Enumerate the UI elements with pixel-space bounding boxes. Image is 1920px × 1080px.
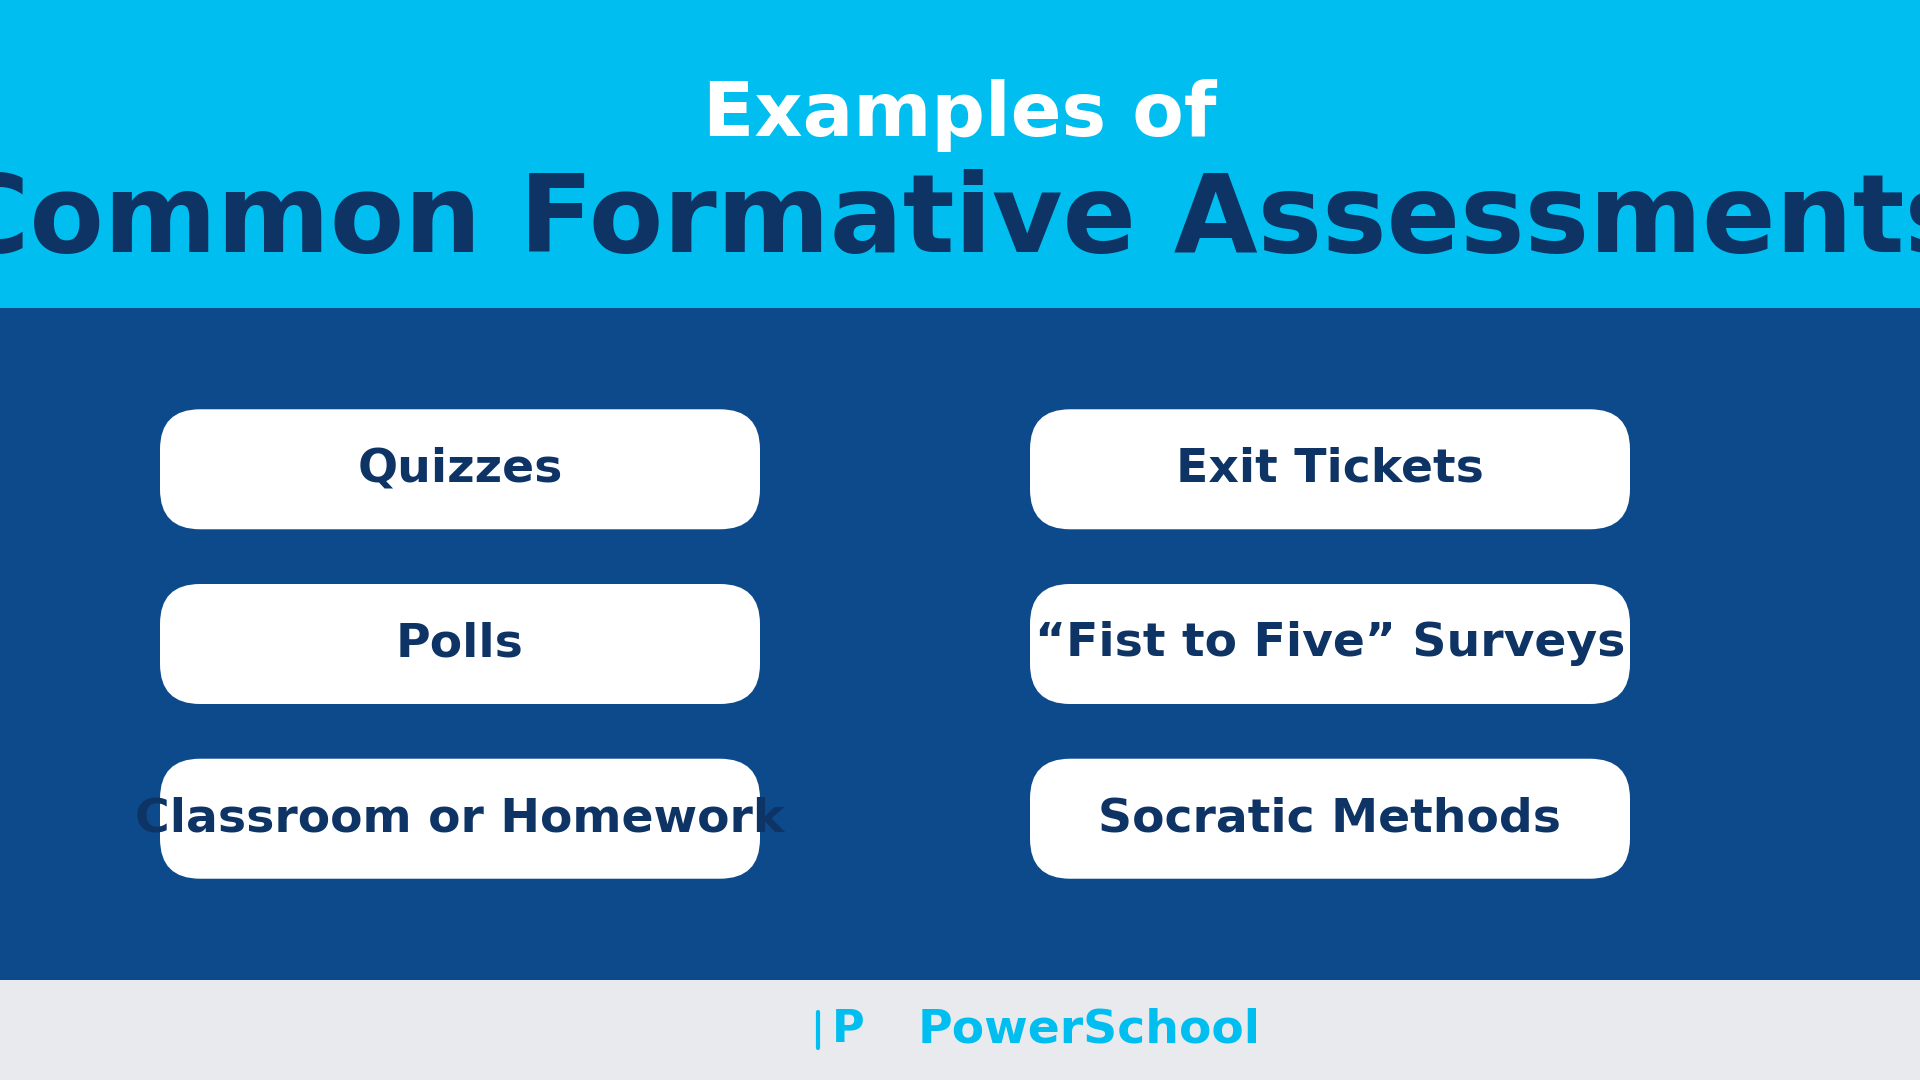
FancyBboxPatch shape (0, 308, 1920, 980)
FancyBboxPatch shape (0, 980, 1920, 1080)
FancyBboxPatch shape (159, 759, 760, 879)
Text: Polls: Polls (396, 621, 524, 666)
FancyBboxPatch shape (1029, 584, 1630, 704)
FancyBboxPatch shape (1029, 759, 1630, 879)
FancyBboxPatch shape (159, 584, 760, 704)
Text: PowerSchool: PowerSchool (918, 1008, 1261, 1053)
Text: Common Formative Assessments: Common Formative Assessments (0, 168, 1920, 275)
Text: P: P (831, 1009, 864, 1052)
Text: Exit Tickets: Exit Tickets (1177, 447, 1484, 491)
FancyBboxPatch shape (0, 0, 1920, 308)
Text: Classroom or Homework: Classroom or Homework (134, 796, 785, 841)
FancyBboxPatch shape (1029, 409, 1630, 529)
Text: Quizzes: Quizzes (357, 447, 563, 491)
Text: Examples of: Examples of (703, 80, 1217, 152)
Text: “Fist to Five” Surveys: “Fist to Five” Surveys (1035, 621, 1624, 666)
Text: Socratic Methods: Socratic Methods (1098, 796, 1561, 841)
FancyBboxPatch shape (159, 409, 760, 529)
